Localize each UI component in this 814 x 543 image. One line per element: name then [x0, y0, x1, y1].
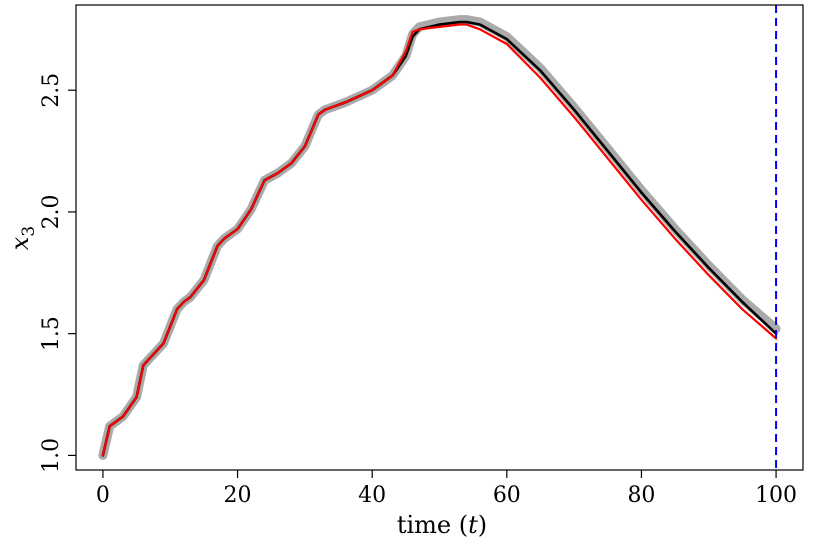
- y-tick-label: 1.0: [39, 438, 64, 473]
- x-axis: 0 20 40 60 80 100: [96, 470, 797, 508]
- series-line-2: [101, 23, 778, 457]
- y-tick-label: 2.0: [39, 194, 64, 229]
- x-tick-label: 20: [224, 483, 252, 508]
- plot-frame: [75, 4, 804, 471]
- x-tick-label: 0: [96, 483, 110, 508]
- x-tick-label: 80: [627, 483, 655, 508]
- y-axis-label: x3: [6, 226, 39, 250]
- x-tick-label: 100: [755, 483, 797, 508]
- y-tick-label: 2.5: [39, 73, 64, 108]
- plot-area: [98, 5, 781, 470]
- x-axis-label: time (t): [397, 511, 487, 539]
- x-tick-label: 60: [493, 483, 521, 508]
- y-axis: 1.0 1.5 2.0 2.5: [39, 73, 76, 473]
- y-tick-label: 1.5: [39, 316, 64, 351]
- x-tick-label: 40: [358, 483, 386, 508]
